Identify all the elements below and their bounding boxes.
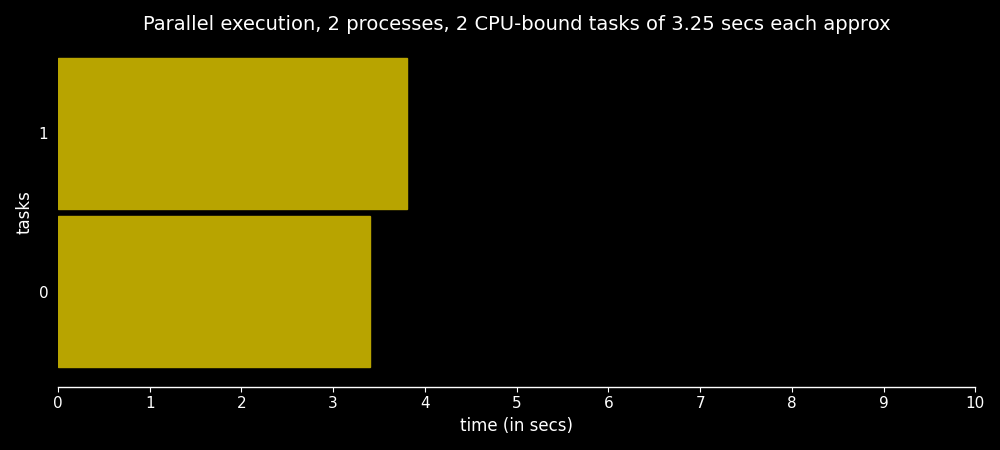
Title: Parallel execution, 2 processes, 2 CPU-bound tasks of 3.25 secs each approx: Parallel execution, 2 processes, 2 CPU-b… (143, 15, 890, 34)
Y-axis label: tasks: tasks (15, 191, 33, 234)
X-axis label: time (in secs): time (in secs) (460, 417, 573, 435)
Bar (58, 216, 370, 367)
Bar (58, 58, 407, 208)
